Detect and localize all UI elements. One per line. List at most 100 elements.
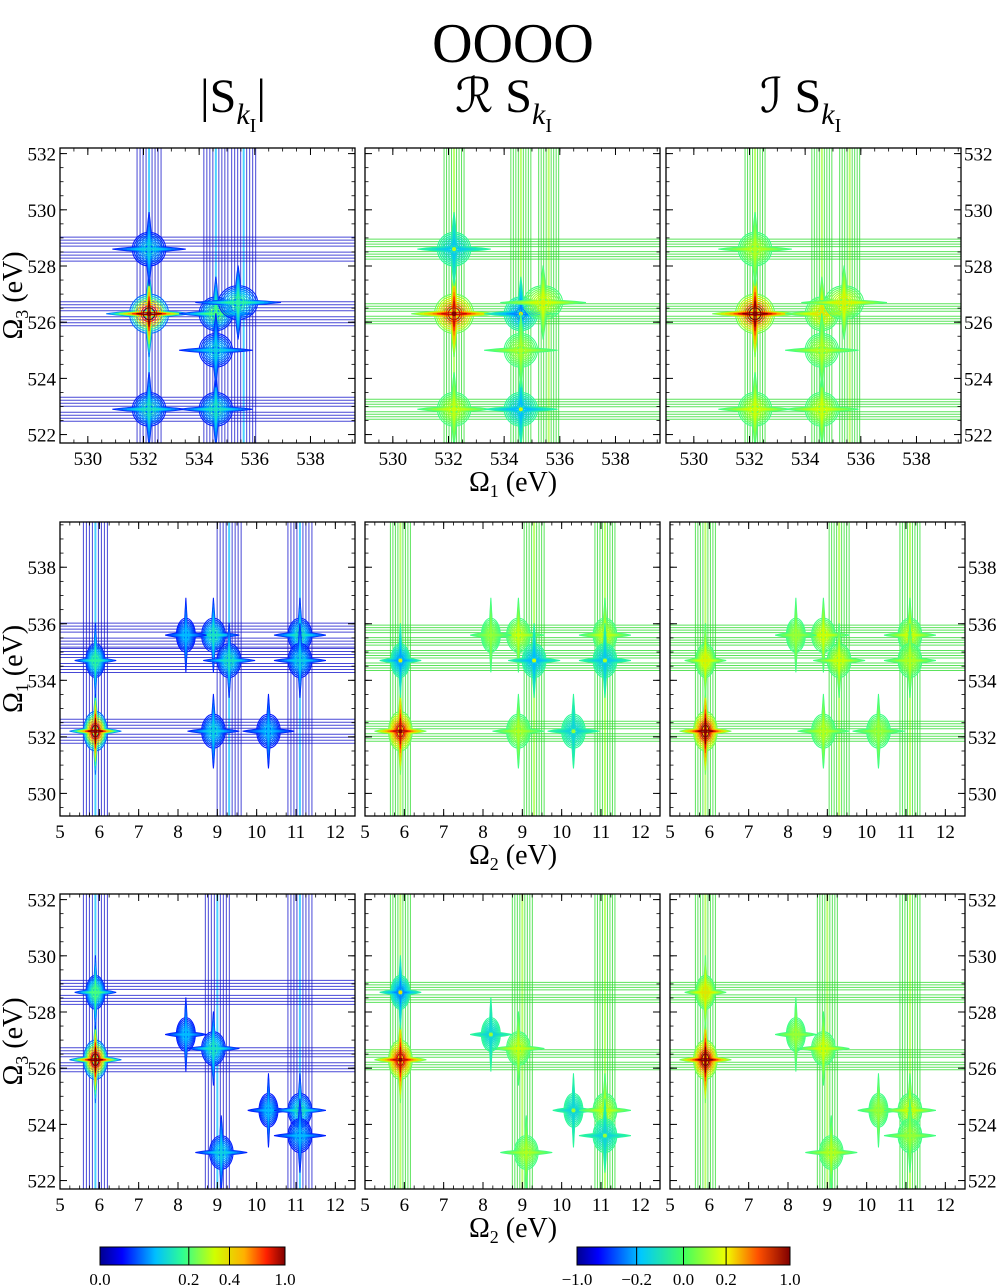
x-tick-label: 7 [134, 1195, 144, 1216]
x-tick-label: 9 [518, 822, 528, 843]
peak-core [398, 729, 403, 734]
contour-arm [213, 1151, 230, 1154]
contour-arm [842, 291, 846, 314]
contour-layer [365, 894, 660, 1189]
contour-arm [228, 649, 231, 672]
contour-arm [89, 991, 102, 994]
contour-arm [565, 729, 582, 733]
colorbar-strip [99, 1246, 286, 1266]
x-tick-label: 530 [379, 449, 408, 470]
header-sub: k [236, 98, 250, 131]
contour-arm [452, 300, 456, 327]
y-tick-label: 532 [28, 145, 57, 166]
x-tick-label: 8 [783, 822, 793, 843]
axis-symbol: Ω [0, 319, 29, 340]
contour-arm [572, 719, 575, 743]
x-tick-label: 6 [95, 1195, 105, 1216]
contour-layer [60, 522, 355, 816]
x-tick-label: 536 [847, 449, 876, 470]
contour-arm [204, 408, 227, 411]
x-tick-label: 11 [287, 822, 305, 843]
peak-core [819, 348, 824, 353]
contour-arm [87, 729, 104, 733]
contour-arm [519, 398, 523, 421]
y-tick-label: 528 [28, 1003, 57, 1024]
peak-core [516, 1046, 521, 1051]
column-header: ℛ SkI [455, 70, 552, 137]
x-tick-label: 8 [478, 1195, 488, 1216]
contour-arm [517, 719, 520, 743]
contour-arm [530, 301, 557, 304]
peak-core [398, 658, 403, 663]
peak-core [907, 1133, 912, 1138]
y-tick-label: 526 [28, 1059, 57, 1080]
y-tick-label: 530 [964, 201, 993, 222]
peak-core [93, 990, 98, 995]
axis-subscript: 1 [490, 481, 499, 501]
contour-arm [399, 649, 402, 672]
colorbar-tick-label: 1.0 [274, 1270, 295, 1287]
peak-core [516, 729, 521, 734]
axis-symbol: Ω [469, 840, 490, 871]
contour-arm [484, 1033, 498, 1036]
contour-arm [822, 623, 825, 647]
contour-arm [225, 301, 252, 304]
y-tick-label: 522 [964, 426, 993, 447]
y-tick-label: 530 [968, 784, 997, 805]
contour-arm [137, 247, 161, 251]
contour-arm [877, 1099, 880, 1122]
panel-frame [665, 147, 962, 444]
x-tick-label: 10 [857, 822, 876, 843]
x-tick-label: 7 [744, 822, 754, 843]
contour-line [231, 296, 245, 309]
column-header: ℐ SkI [760, 70, 841, 137]
contour-arm [877, 719, 880, 743]
x-tick-label: 10 [552, 1195, 571, 1216]
contour-arm [94, 981, 97, 1004]
contour-layer [60, 148, 355, 443]
x-tick-label: 9 [213, 1195, 223, 1216]
header-subsub: I [545, 115, 552, 137]
contour-arm [902, 1134, 918, 1137]
y-tick-label: 528 [964, 257, 993, 278]
peak-core [907, 658, 912, 663]
contour-arm [810, 349, 833, 352]
y-axis-label: Ω3 (eV) [0, 997, 32, 1085]
peak-core [451, 311, 457, 317]
contour-arm [205, 729, 222, 733]
contour-arm [298, 1124, 301, 1147]
y-tick-label: 530 [968, 947, 997, 968]
x-tick-label: 534 [185, 449, 214, 470]
contour-arm [94, 649, 97, 672]
header-subsub: I [835, 115, 842, 137]
contour-arm [908, 649, 911, 672]
peak-core [451, 407, 457, 412]
contour-arm [205, 633, 222, 637]
x-tick-label: 12 [631, 822, 650, 843]
colorbar-signed: −1.0 −0.2 0.0 0.2 1.0 [562, 1246, 801, 1287]
axis-unit: (eV) [499, 1213, 557, 1244]
peak-core [602, 1133, 607, 1138]
peak-core [488, 1032, 493, 1037]
contour-line [210, 403, 222, 415]
colorbar-tick-label: 0.2 [178, 1270, 199, 1287]
contour-line [210, 344, 222, 356]
contour-arm [823, 1151, 840, 1154]
x-tick-label: 538 [902, 449, 931, 470]
peak-core [837, 658, 842, 663]
contour-arm [789, 633, 803, 637]
contour-arm [831, 301, 858, 304]
y-axis-label: Ω3 (eV) [0, 251, 32, 339]
x-tick-label: 532 [434, 449, 463, 470]
contour-arm [902, 659, 918, 662]
y-tick-label: 528 [28, 257, 57, 278]
contour-arm [815, 729, 832, 733]
peak-core [227, 658, 232, 663]
x-tick-label: 532 [735, 449, 764, 470]
peak-core [93, 658, 98, 663]
column-header: |SkI| [200, 70, 266, 137]
x-axis-label: Ω2 (eV) [469, 1213, 557, 1247]
axis-subscript: 2 [490, 1227, 499, 1247]
y-tick-label: 522 [968, 1172, 997, 1193]
